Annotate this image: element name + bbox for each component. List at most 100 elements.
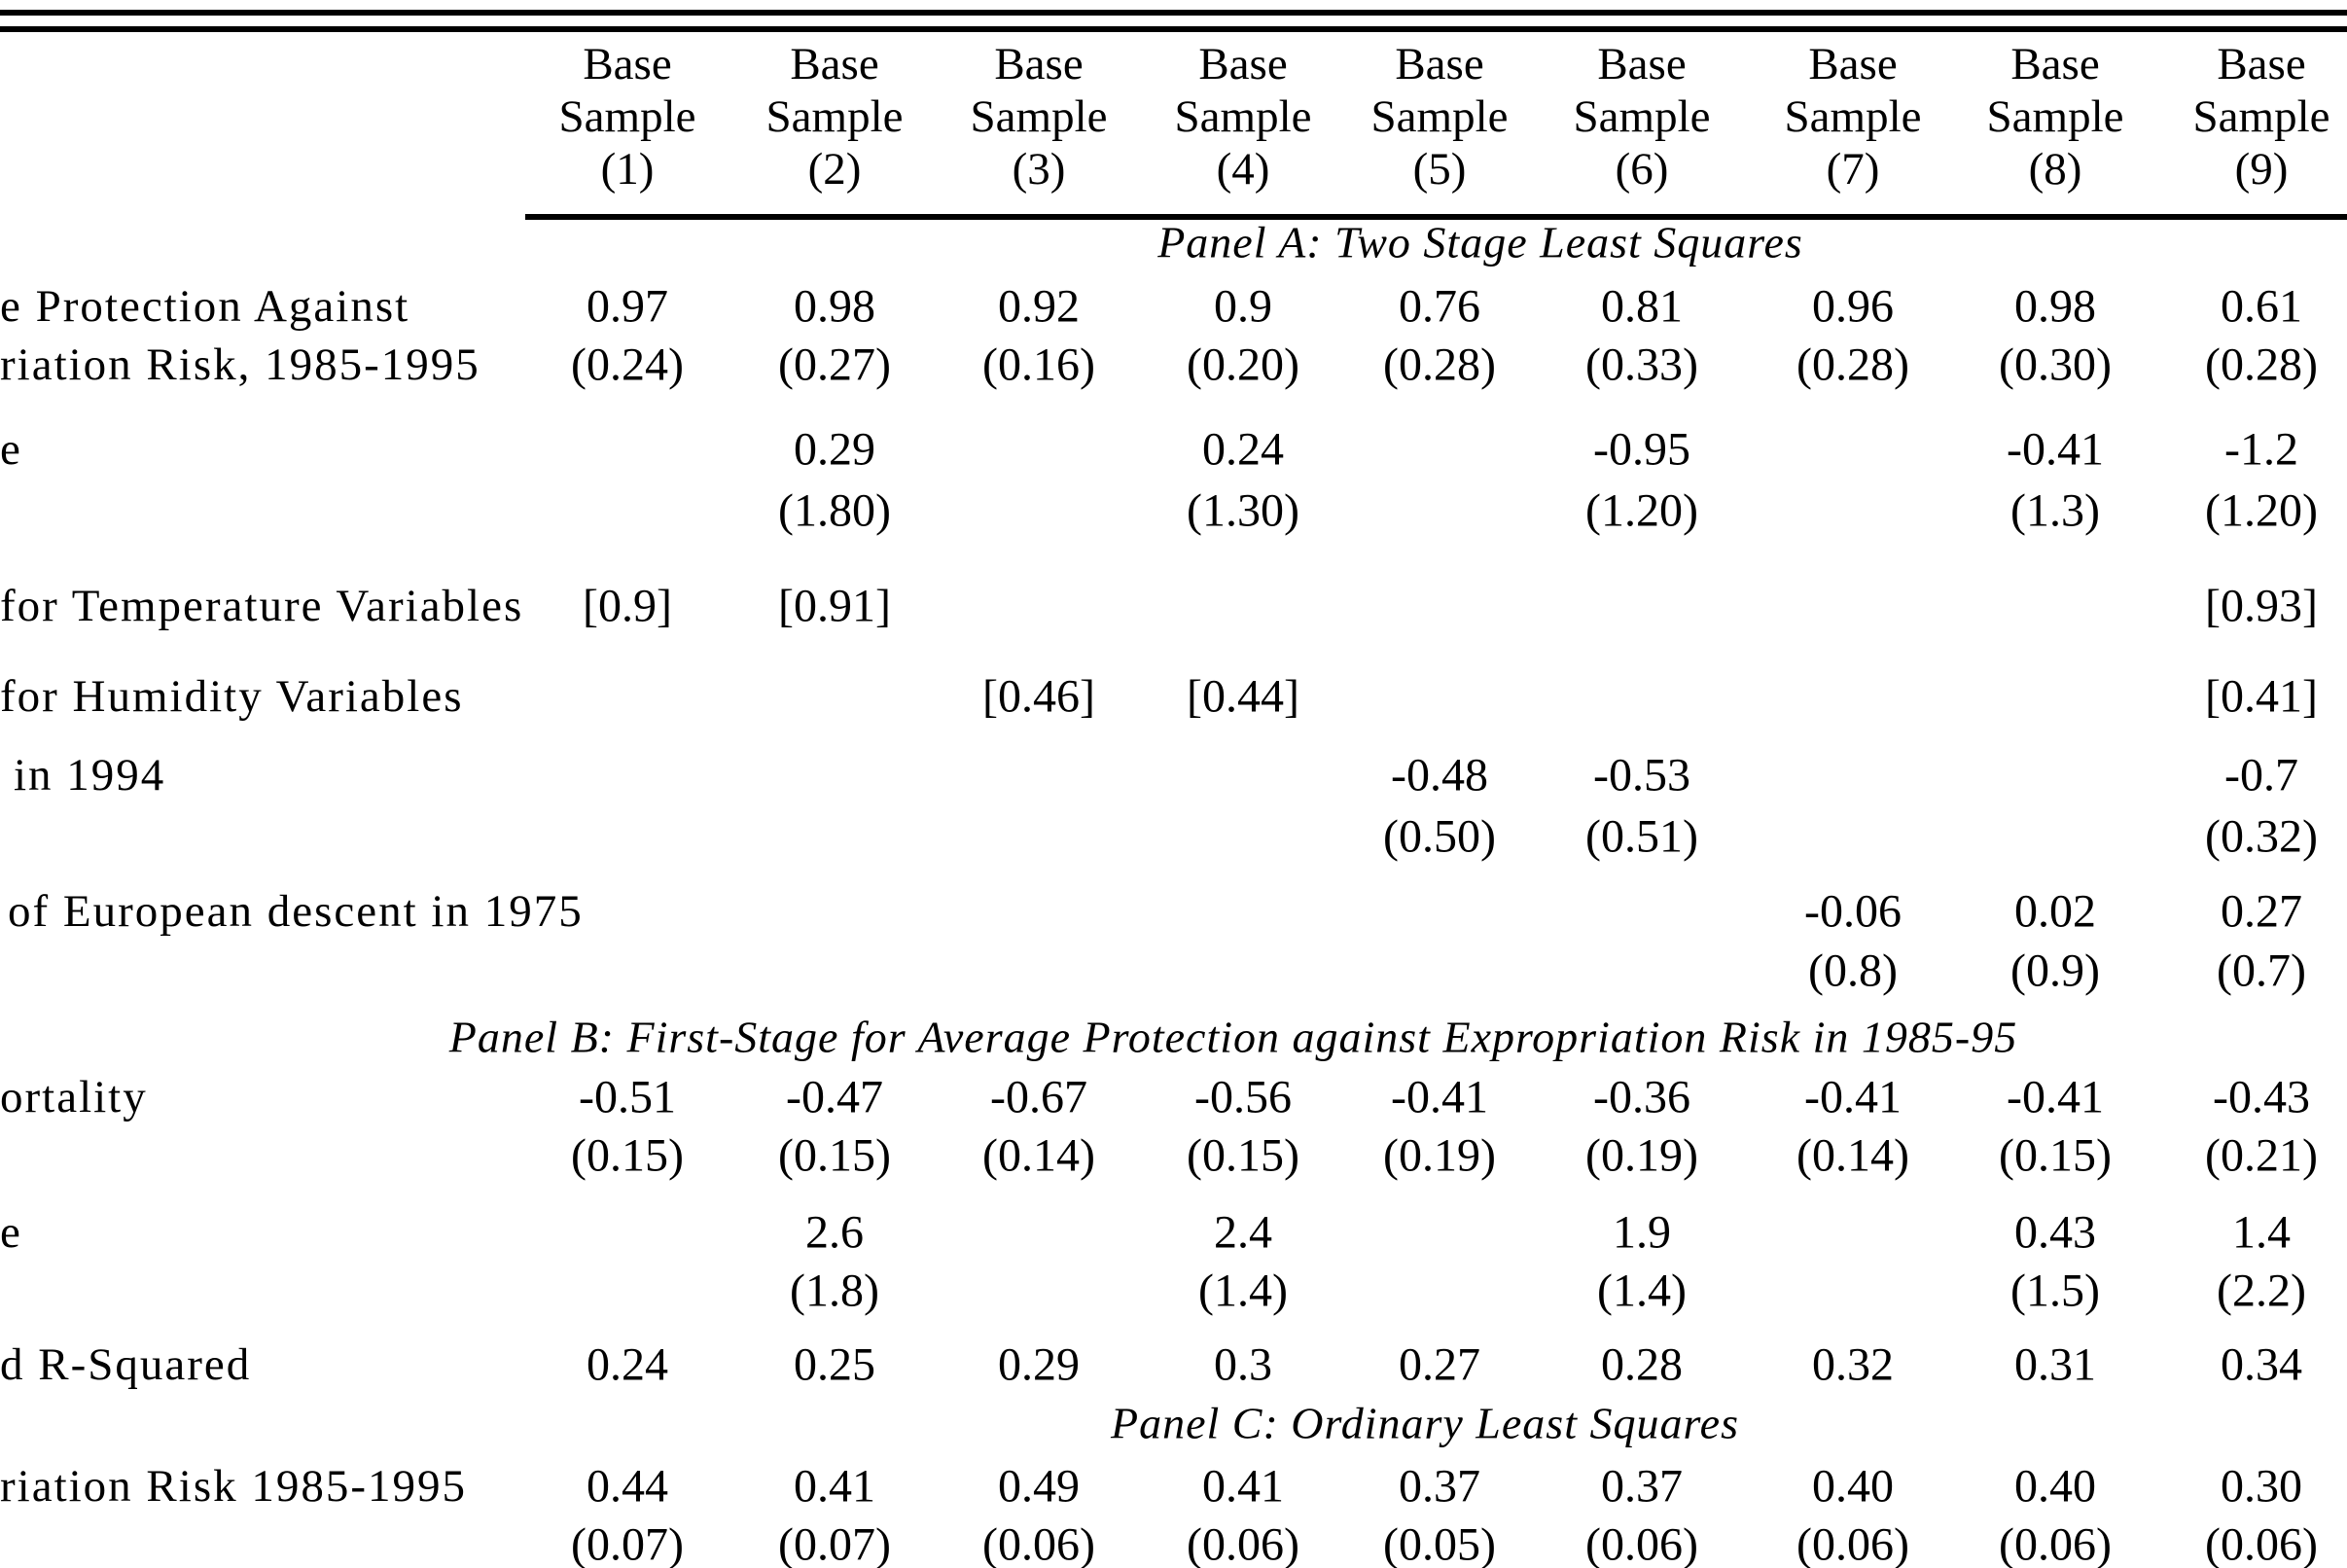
- column-number-3: (3): [1012, 144, 1066, 195]
- panel-title: Panel B: First-Stage for Average Protect…: [448, 1012, 2018, 1062]
- column-header-sample-6: Sample: [1573, 91, 1711, 142]
- row-label: ortality: [0, 1072, 148, 1123]
- standard-error-cell: (0.7): [2217, 944, 2306, 997]
- coefficient-cell: 0.76: [1399, 280, 1480, 333]
- coefficient-cell: 0.43: [2014, 1206, 2096, 1259]
- standard-error-cell: (1.3): [2010, 484, 2100, 537]
- column-header-sample-9: Sample: [2192, 91, 2330, 142]
- row-label: in 1994: [14, 750, 166, 801]
- standard-error-cell: (0.28): [2205, 339, 2318, 391]
- standard-error-cell: (0.21): [2205, 1129, 2318, 1182]
- standard-error-cell: (0.30): [1999, 339, 2112, 391]
- coefficient-cell: 0.81: [1601, 280, 1683, 333]
- column-header-base-8: Base: [2010, 39, 2100, 89]
- row-label: e: [0, 424, 22, 475]
- coefficient-cell: -0.53: [1593, 749, 1690, 802]
- coefficient-cell: -0.41: [2007, 423, 2104, 476]
- coefficient-cell: -0.41: [1391, 1071, 1488, 1123]
- coefficient-cell: -0.48: [1391, 749, 1488, 802]
- coefficient-cell: -0.56: [1194, 1071, 1292, 1123]
- coefficient-cell: 0.24: [1202, 423, 1284, 476]
- standard-error-cell: (0.32): [2205, 810, 2318, 863]
- row-label: of European descent in 1975: [8, 886, 584, 937]
- coefficient-cell: -0.36: [1593, 1071, 1690, 1123]
- row-label: e: [0, 1207, 22, 1258]
- standard-error-cell: (1.4): [1198, 1265, 1288, 1317]
- standard-error-cell: (0.8): [1808, 944, 1898, 997]
- coefficient-cell: 0.25: [794, 1338, 875, 1391]
- column-header-base-5: Base: [1395, 39, 1484, 89]
- coefficient-cell: 0.40: [2014, 1460, 2096, 1513]
- column-number-7: (7): [1826, 144, 1880, 195]
- coefficient-cell: -0.47: [786, 1071, 883, 1123]
- coefficient-cell: -0.06: [1804, 885, 1902, 938]
- column-header-sample-8: Sample: [1986, 91, 2124, 142]
- column-header-base-4: Base: [1198, 39, 1288, 89]
- coefficient-cell: 1.9: [1613, 1206, 1671, 1259]
- top-double-rule-line-1: [0, 10, 2347, 16]
- column-header-underline-rule: [525, 214, 2347, 220]
- coefficient-cell: -0.43: [2213, 1071, 2310, 1123]
- standard-error-cell: (0.14): [1796, 1129, 1909, 1182]
- coefficient-cell: 0.34: [2221, 1338, 2302, 1391]
- coefficient-cell: 0.28: [1601, 1338, 1683, 1391]
- panel-title: Panel A: Two Stage Least Squares: [1157, 217, 1803, 267]
- coefficient-cell: 0.9: [1214, 280, 1272, 333]
- standard-error-cell: (0.20): [1187, 339, 1299, 391]
- row-label-line2: riation Risk, 1985-1995: [0, 339, 480, 390]
- coefficient-cell: 0.41: [794, 1460, 875, 1513]
- row-label: riation Risk 1985-1995: [0, 1461, 468, 1512]
- standard-error-cell: (0.06): [1187, 1518, 1299, 1568]
- coefficient-cell: 0.02: [2014, 885, 2096, 938]
- standard-error-cell: (1.20): [2205, 484, 2318, 537]
- coefficient-cell: 0.44: [587, 1460, 668, 1513]
- coefficient-cell: 0.98: [2014, 280, 2096, 333]
- coefficient-cell: 2.6: [805, 1206, 864, 1259]
- standard-error-cell: (0.06): [1796, 1518, 1909, 1568]
- coefficient-cell: 0.31: [2014, 1338, 2096, 1391]
- row-label: for Temperature Variables: [0, 581, 524, 631]
- coefficient-cell: 0.27: [1399, 1338, 1480, 1391]
- standard-error-cell: (1.30): [1187, 484, 1299, 537]
- coefficient-cell: 0.27: [2221, 885, 2302, 938]
- coefficient-cell: 0.30: [2221, 1460, 2302, 1513]
- top-double-rule-line-2: [0, 26, 2347, 32]
- standard-error-cell: (0.27): [778, 339, 891, 391]
- column-number-4: (4): [1216, 144, 1270, 195]
- coefficient-cell: 2.4: [1214, 1206, 1272, 1259]
- standard-error-cell: (0.9): [2010, 944, 2100, 997]
- standard-error-cell: (0.51): [1585, 810, 1698, 863]
- column-header-sample-3: Sample: [970, 91, 1108, 142]
- coefficient-cell: 0.3: [1214, 1338, 1272, 1391]
- column-header-base-6: Base: [1597, 39, 1687, 89]
- column-header-base-2: Base: [790, 39, 879, 89]
- column-number-2: (2): [807, 144, 862, 195]
- coefficient-cell: [0.46]: [982, 670, 1095, 723]
- standard-error-cell: (0.05): [1383, 1518, 1496, 1568]
- coefficient-cell: 0.37: [1601, 1460, 1683, 1513]
- standard-error-cell: (0.24): [571, 339, 684, 391]
- standard-error-cell: (0.06): [2205, 1518, 2318, 1568]
- standard-error-cell: (1.4): [1597, 1265, 1687, 1317]
- coefficient-cell: 0.40: [1812, 1460, 1894, 1513]
- coefficient-cell: -0.41: [2007, 1071, 2104, 1123]
- standard-error-cell: (0.06): [1999, 1518, 2112, 1568]
- coefficient-cell: -0.7: [2224, 749, 2298, 802]
- column-header-sample-4: Sample: [1174, 91, 1312, 142]
- coefficient-cell: 0.32: [1812, 1338, 1894, 1391]
- standard-error-cell: (1.8): [790, 1265, 879, 1317]
- standard-error-cell: (1.20): [1585, 484, 1698, 537]
- row-label: e Protection Against: [0, 281, 410, 332]
- row-label: d R-Squared: [0, 1339, 252, 1390]
- coefficient-cell: 0.49: [998, 1460, 1080, 1513]
- standard-error-cell: (1.80): [778, 484, 891, 537]
- column-header-sample-5: Sample: [1370, 91, 1509, 142]
- coefficient-cell: 1.4: [2232, 1206, 2291, 1259]
- column-header-sample-2: Sample: [765, 91, 904, 142]
- standard-error-cell: (0.06): [1585, 1518, 1698, 1568]
- standard-error-cell: (0.15): [1999, 1129, 2112, 1182]
- column-number-1: (1): [600, 144, 655, 195]
- coefficient-cell: [0.44]: [1187, 670, 1299, 723]
- coefficient-cell: 0.24: [587, 1338, 668, 1391]
